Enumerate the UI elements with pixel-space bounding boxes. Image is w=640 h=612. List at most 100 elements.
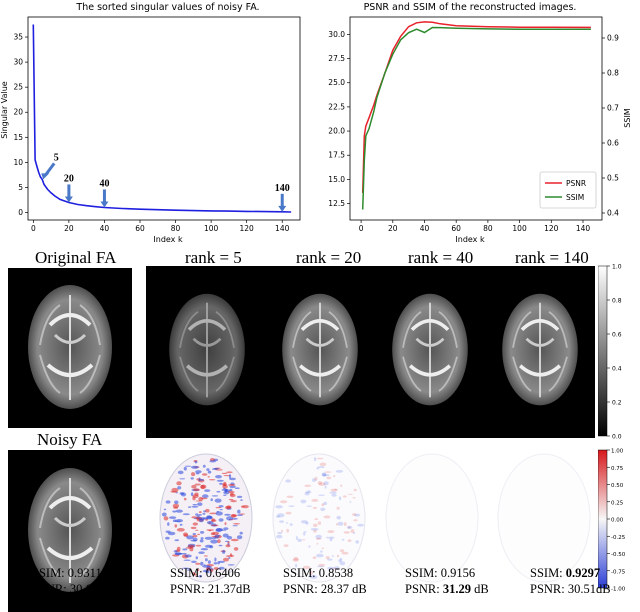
residual-speck bbox=[165, 530, 171, 533]
singular-values-chart: The sorted singular values of noisy FA. … bbox=[0, 2, 301, 244]
residual-speck bbox=[353, 532, 356, 535]
residual-speck bbox=[209, 460, 217, 463]
chart2-ytick-right-label: 0.4 bbox=[607, 209, 619, 218]
residual-speck bbox=[211, 519, 217, 522]
residual-speck bbox=[192, 496, 196, 501]
residual-speck bbox=[323, 515, 331, 519]
residual-speck bbox=[205, 508, 210, 513]
brain-rank40 bbox=[390, 291, 470, 408]
residual-speck bbox=[174, 524, 178, 528]
residual-speck bbox=[327, 566, 335, 570]
residual-speck bbox=[197, 514, 202, 516]
residual-speck bbox=[211, 495, 219, 497]
annotation-arrowhead bbox=[64, 196, 73, 203]
residual-speck bbox=[200, 531, 205, 534]
residual-speck bbox=[218, 566, 225, 570]
residual-speck bbox=[200, 561, 204, 566]
residual-speck bbox=[321, 503, 325, 507]
residual-speck bbox=[354, 513, 361, 517]
residual-speck bbox=[218, 505, 224, 508]
residual-speck bbox=[197, 502, 203, 506]
chart2-ytick-right-label: 0.5 bbox=[607, 174, 619, 183]
residual-speck bbox=[303, 532, 306, 536]
residual-rank140 bbox=[497, 453, 591, 583]
residual-speck bbox=[191, 560, 197, 563]
colorbar-gray-tick-label: 0.6 bbox=[612, 332, 622, 339]
residual-speck bbox=[165, 536, 170, 540]
residual-speck bbox=[177, 486, 182, 490]
residual-speck bbox=[289, 523, 293, 526]
residual-speck bbox=[343, 522, 347, 527]
residual-speck bbox=[191, 505, 199, 508]
chart2-ylabel-right: SSIM bbox=[623, 108, 632, 128]
residual-speck bbox=[223, 494, 227, 496]
residual-speck bbox=[280, 529, 284, 532]
residual-speck bbox=[165, 500, 171, 504]
residual-speck bbox=[339, 557, 343, 561]
brain-original bbox=[26, 283, 114, 411]
residual-speck bbox=[227, 541, 230, 544]
residual-speck bbox=[168, 516, 177, 519]
residual-speck bbox=[312, 478, 316, 482]
chart1-ytick-label: 35 bbox=[13, 33, 23, 42]
residual-speck bbox=[230, 514, 237, 518]
residual-speck bbox=[174, 539, 180, 542]
residual-speck bbox=[313, 523, 318, 528]
residual-speck bbox=[163, 516, 169, 521]
rank140-metrics: SSIM: 0.9297 PSNR: 30.51dB bbox=[530, 566, 611, 596]
residual-speck bbox=[336, 554, 340, 558]
residual-speck bbox=[202, 512, 206, 515]
residual-speck bbox=[205, 570, 210, 574]
residual-speck bbox=[210, 498, 213, 502]
original-fa-title: Original FA bbox=[35, 248, 117, 267]
residual-speck bbox=[179, 492, 185, 495]
residual-speck bbox=[192, 533, 197, 535]
chart2-legend bbox=[539, 171, 597, 209]
residual-speck bbox=[191, 484, 197, 489]
colorbar-gray-tick-label: 0.4 bbox=[612, 366, 622, 373]
chart2-title: PSNR and SSIM of the reconstructed image… bbox=[364, 2, 577, 13]
chart1-xtick-label: 0 bbox=[31, 224, 36, 233]
residual-speck bbox=[179, 523, 183, 526]
residual-speck bbox=[295, 536, 298, 540]
residual-speck bbox=[233, 547, 239, 551]
chart1-frame bbox=[27, 16, 301, 221]
rank20-title: rank = 20 bbox=[296, 248, 362, 267]
residual-speck bbox=[323, 474, 330, 477]
residual-speck bbox=[320, 507, 326, 511]
residual-speck bbox=[280, 500, 288, 504]
residual-speck bbox=[323, 481, 329, 486]
residual-speck bbox=[187, 569, 191, 571]
residual-speck bbox=[218, 544, 223, 547]
residual-speck bbox=[337, 521, 344, 526]
residual-speck bbox=[316, 537, 322, 540]
residual-speck bbox=[213, 562, 218, 565]
residual-speck bbox=[218, 560, 225, 563]
residual-speck bbox=[352, 513, 357, 516]
residual-speck bbox=[228, 557, 231, 559]
residual-speck bbox=[198, 575, 202, 578]
residual-speck bbox=[320, 550, 323, 553]
residual-speck bbox=[177, 470, 184, 475]
residual-speck bbox=[233, 523, 240, 525]
chart2-ytick-left-label: 17.5 bbox=[328, 151, 345, 160]
residual-speck bbox=[167, 522, 170, 526]
residual-speck bbox=[309, 570, 313, 575]
noisy-psnr: 30.61dB bbox=[69, 582, 113, 596]
residual-speck bbox=[176, 481, 182, 486]
residual-speck bbox=[195, 544, 202, 547]
residual-speck bbox=[214, 557, 217, 562]
residual-speck bbox=[179, 553, 184, 555]
residual-speck bbox=[340, 484, 343, 487]
rank5-metrics: SSIM: 0.6406 PSNR: 21.37dB bbox=[170, 566, 251, 596]
rank140-title: rank = 140 bbox=[515, 248, 589, 267]
residual-speck bbox=[352, 497, 356, 499]
residual-speck bbox=[188, 506, 192, 508]
residual-speck bbox=[184, 465, 192, 467]
residual-speck bbox=[195, 562, 201, 565]
residual-speck bbox=[183, 466, 187, 471]
residual-speck bbox=[341, 538, 345, 541]
chart1-series-line bbox=[32, 24, 292, 213]
residual-speck bbox=[314, 476, 318, 481]
residual-speck bbox=[302, 565, 311, 570]
